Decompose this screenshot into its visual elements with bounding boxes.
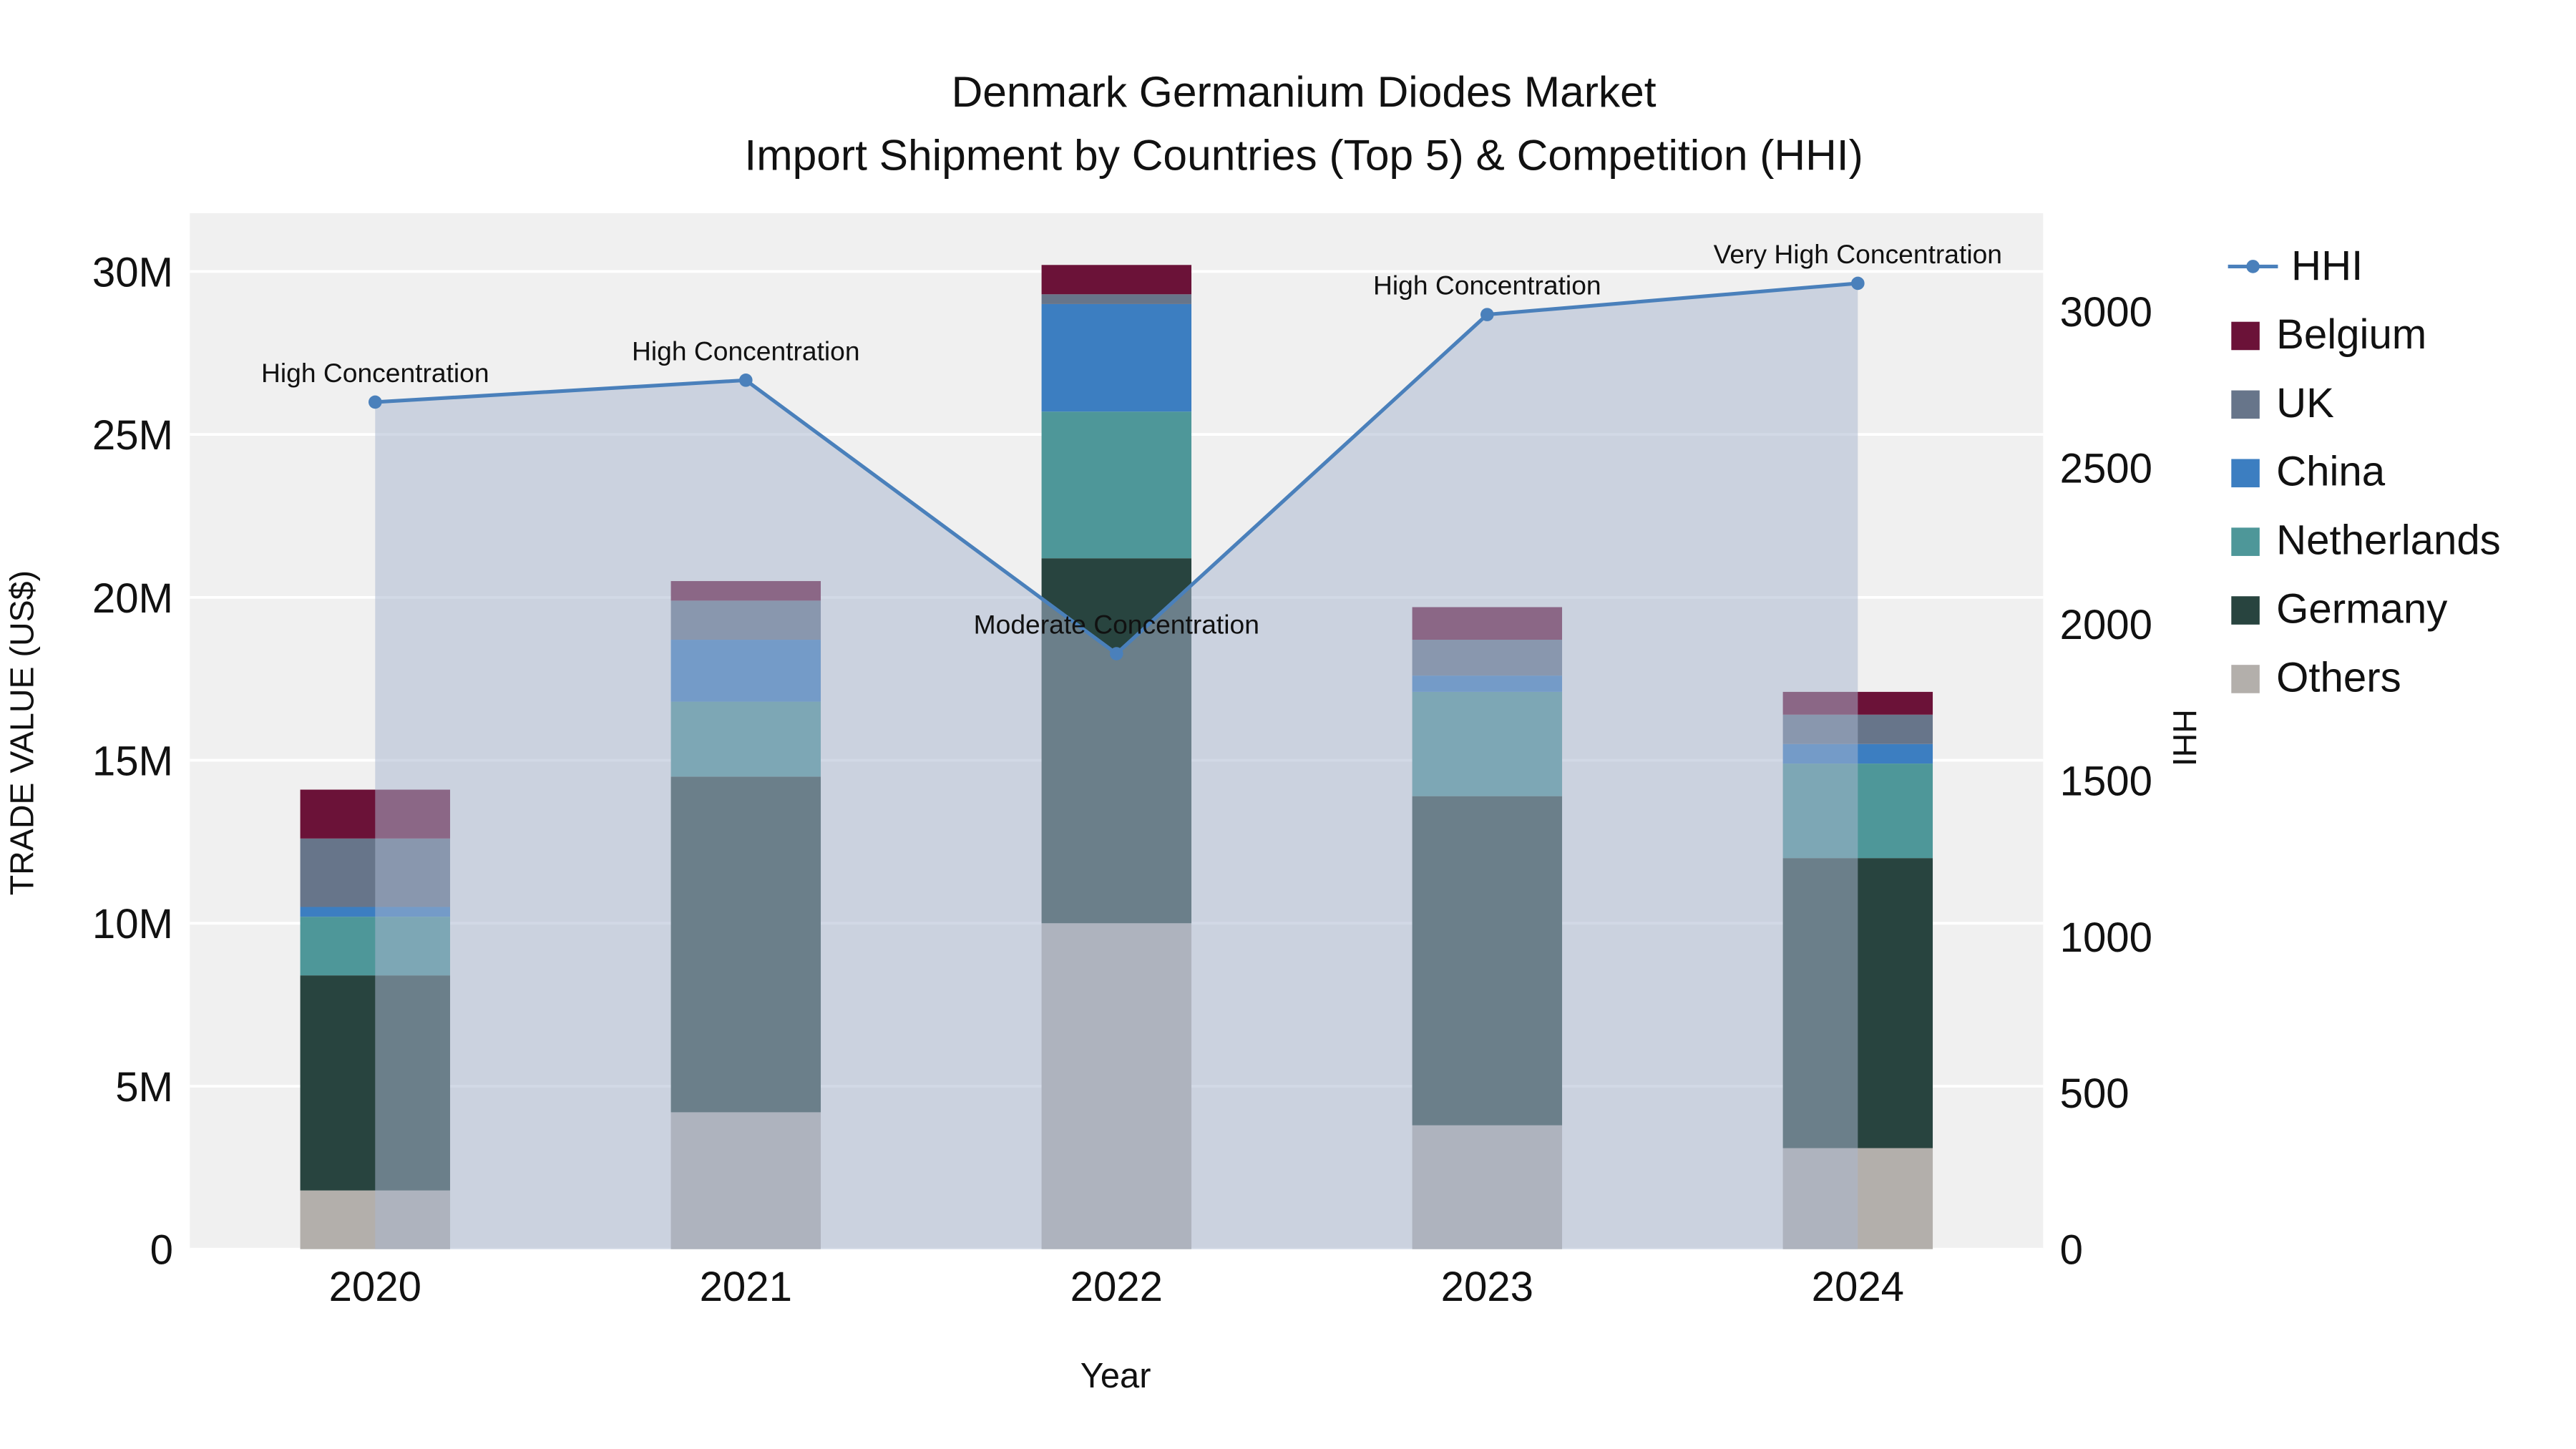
hhi-area [375, 283, 1858, 1249]
left-axis-tick: 10M [92, 901, 173, 947]
legend-label: Netherlands [2276, 517, 2501, 564]
x-axis-tick-2023: 2023 [1441, 1264, 1533, 1310]
x-axis-label: Year [1080, 1357, 1151, 1395]
legend-color-swatch [2231, 390, 2260, 419]
hhi-marker-2024 [1851, 276, 1865, 291]
hhi-marker-2020 [368, 395, 382, 409]
bar-segment-uk-2022 [1041, 294, 1192, 304]
legend-item-netherlands[interactable]: Netherlands [2231, 517, 2501, 564]
legend-color-swatch [2231, 527, 2260, 556]
annotation-2020: High Concentration [261, 358, 489, 388]
bar-segment-china-2022 [1041, 303, 1192, 412]
left-axis-tick: 0 [150, 1227, 173, 1274]
legend-line-marker [2246, 260, 2260, 273]
y-axis-label-right: HHI [2166, 709, 2203, 766]
right-axis-tick: 1500 [2060, 758, 2152, 804]
y-axis-label-left: TRADE VALUE (US$) [4, 570, 41, 895]
left-axis-tick: 5M [115, 1064, 173, 1111]
x-axis-tick-2020: 2020 [329, 1264, 421, 1310]
legend-label: Others [2276, 654, 2401, 701]
chart-generated-layer: High Concentration High Concentration Mode… [92, 213, 2501, 1310]
hhi-marker-2021 [738, 374, 753, 387]
legend-label: Belgium [2276, 311, 2426, 358]
legend-label: HHI [2291, 243, 2363, 289]
right-axis-tick: 2500 [2060, 446, 2152, 492]
chart-title-line1: Denmark Germanium Diodes Market [952, 67, 1657, 116]
legend-label: Germany [2276, 586, 2447, 633]
left-axis-tick: 25M [92, 412, 173, 459]
x-axis-tick-2024: 2024 [1812, 1264, 1904, 1310]
left-axis-tick: 15M [92, 738, 173, 784]
legend-item-hhi[interactable]: HHI [2228, 243, 2363, 289]
right-axis-tick: 0 [2060, 1227, 2083, 1274]
bar-segment-belgium-2022 [1041, 265, 1192, 295]
annotation-2022: Moderate Concentration [974, 610, 1259, 640]
legend-color-swatch [2231, 321, 2260, 351]
chart-title-line2: Import Shipment by Countries (Top 5) & C… [744, 130, 1863, 179]
right-axis-tick: 2000 [2060, 602, 2152, 648]
left-axis-tick: 30M [92, 249, 173, 296]
x-axis-tick-2022: 2022 [1070, 1264, 1163, 1310]
bar-segment-netherlands-2022 [1041, 411, 1192, 559]
legend-item-belgium[interactable]: Belgium [2231, 311, 2426, 358]
hhi-marker-2023 [1480, 308, 1494, 321]
legend-item-china[interactable]: China [2231, 449, 2386, 495]
annotation-2021: High Concentration [632, 336, 860, 366]
right-axis-tick: 3000 [2060, 289, 2152, 336]
x-axis-tick-2021: 2021 [700, 1264, 792, 1310]
right-axis-tick: 1000 [2060, 914, 2152, 961]
right-axis-tick: 500 [2060, 1070, 2129, 1117]
legend-item-germany[interactable]: Germany [2231, 586, 2447, 633]
legend-item-others[interactable]: Others [2231, 654, 2401, 701]
legend-color-swatch [2231, 596, 2260, 625]
legend-label: UK [2276, 380, 2334, 426]
legend-label: China [2276, 449, 2386, 495]
annotation-2024: Very High Concentration [1714, 239, 2002, 269]
left-axis-tick: 20M [92, 575, 173, 622]
legend-color-swatch [2231, 459, 2260, 488]
hhi-marker-2022 [1110, 647, 1123, 660]
legend-color-swatch [2231, 665, 2260, 693]
annotation-2023: High Concentration [1373, 270, 1601, 301]
legend-item-uk[interactable]: UK [2231, 380, 2334, 426]
